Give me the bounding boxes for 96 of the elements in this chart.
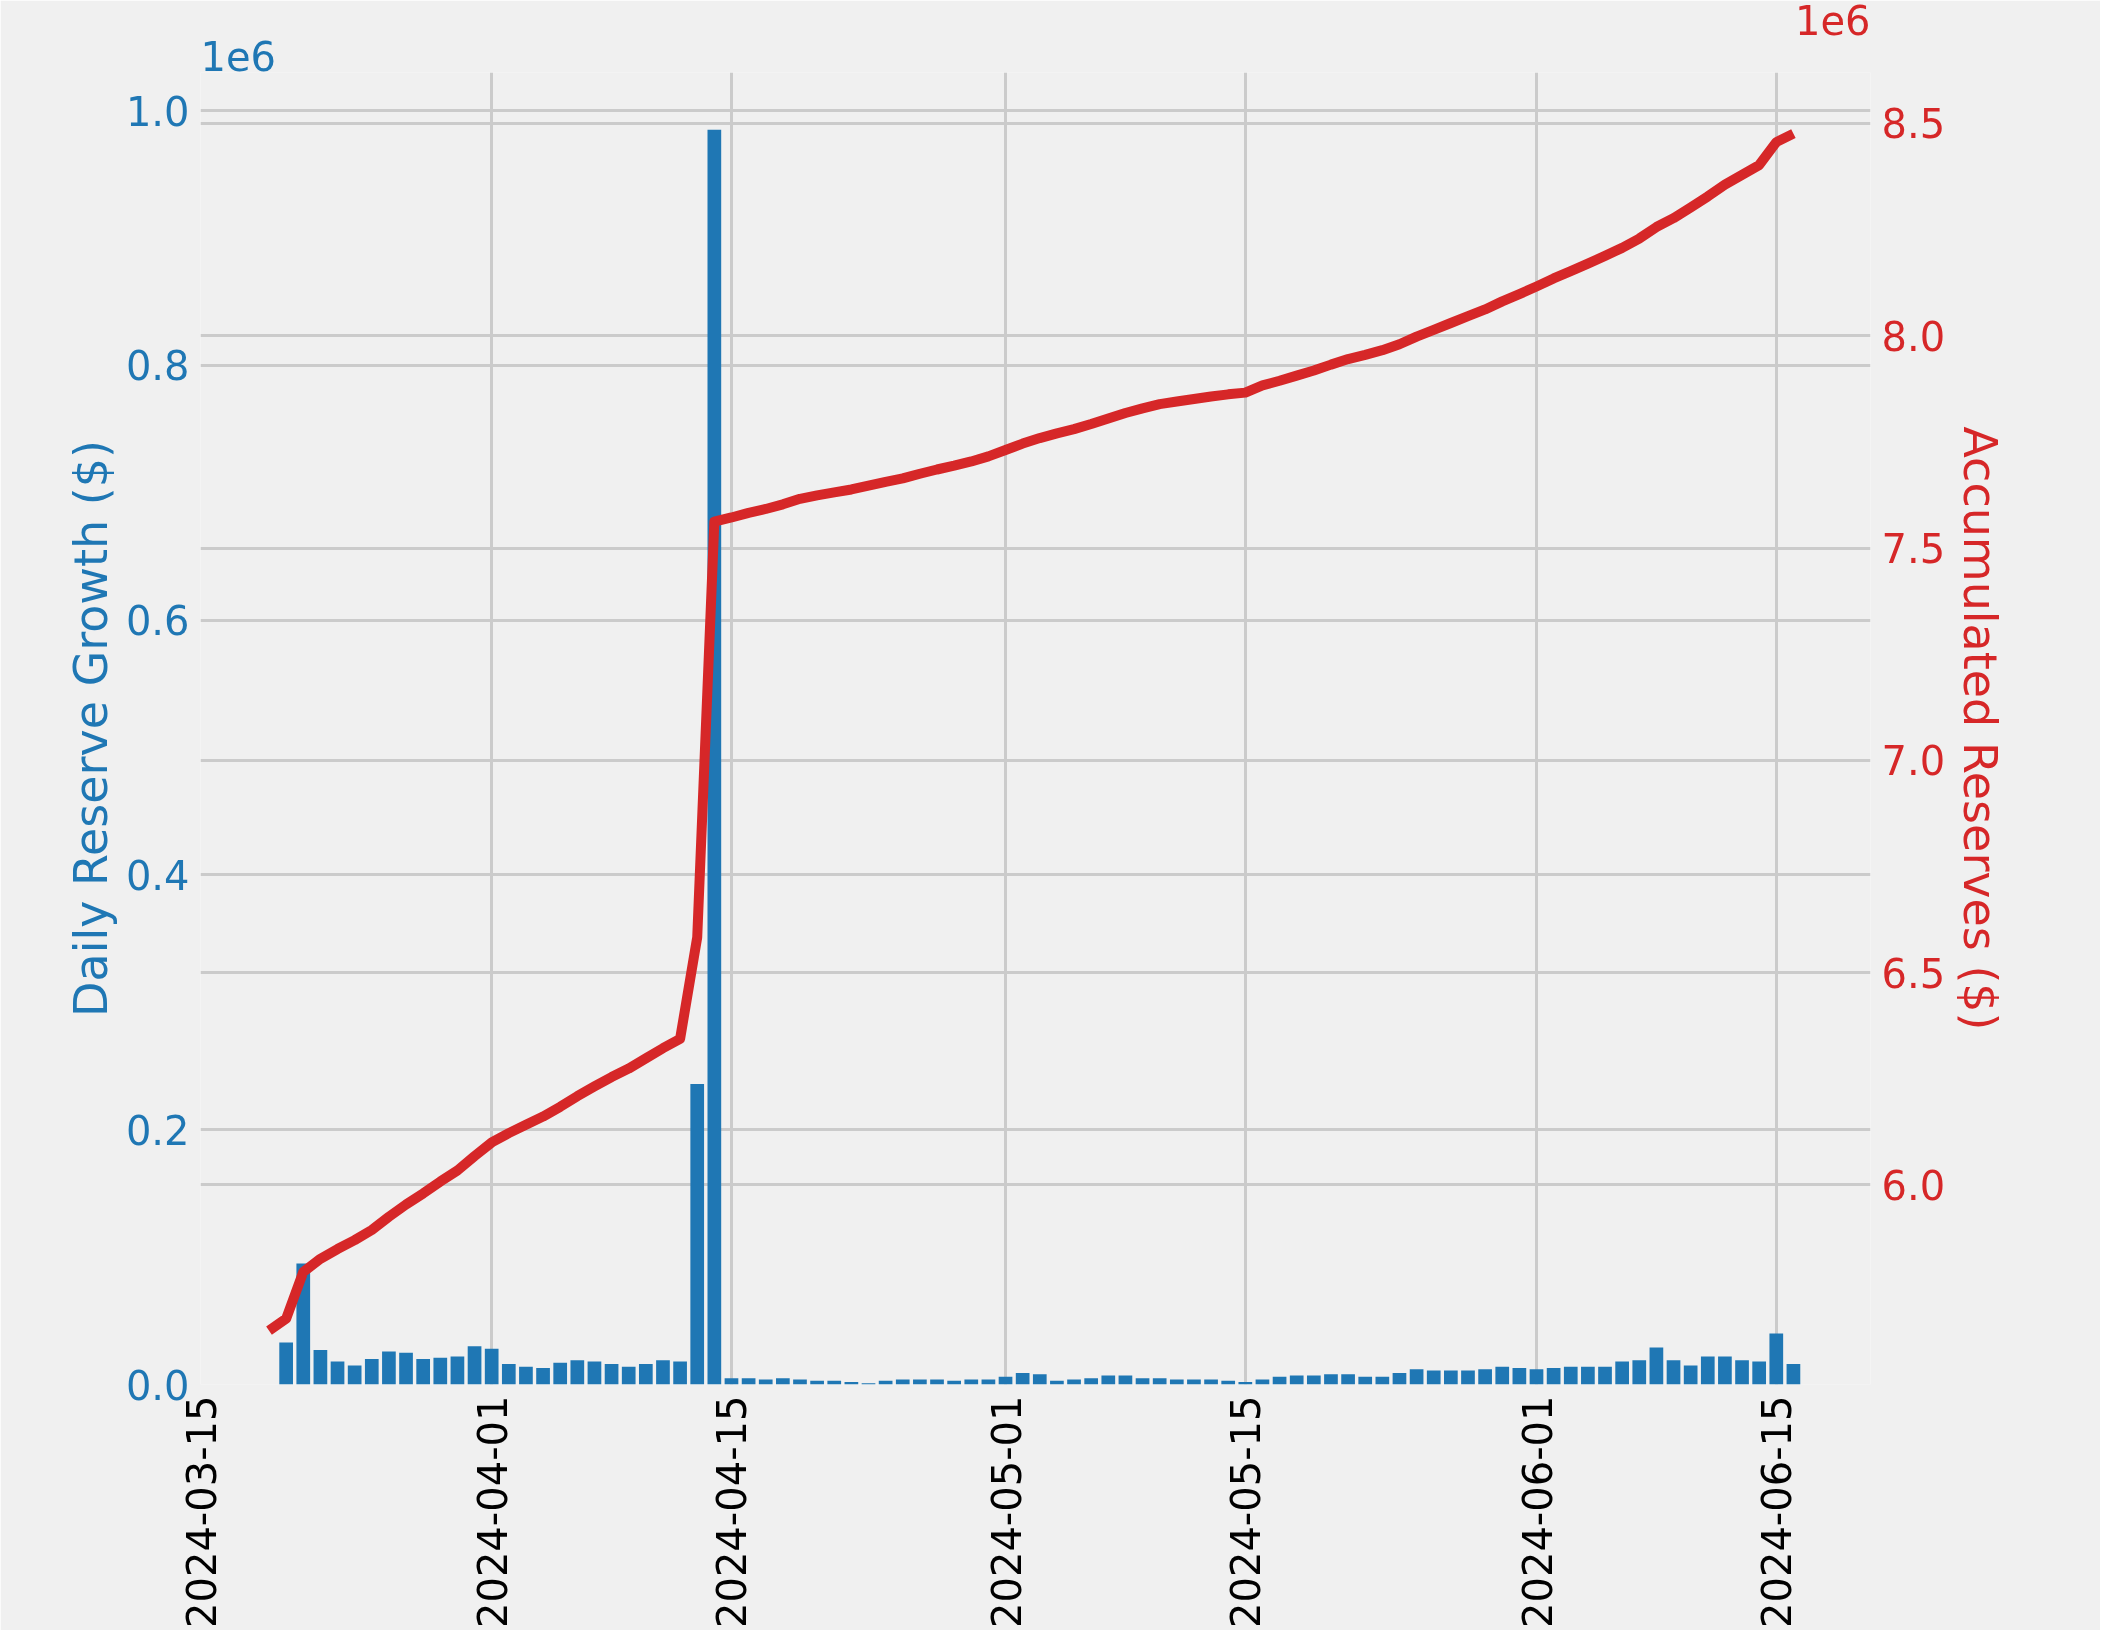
bar bbox=[1341, 1374, 1355, 1385]
bar bbox=[536, 1367, 550, 1385]
bar bbox=[1546, 1367, 1561, 1385]
bar bbox=[1529, 1369, 1544, 1385]
bar bbox=[416, 1359, 431, 1385]
y2-tick-label: 8.0 bbox=[1881, 313, 1946, 360]
bar bbox=[433, 1357, 448, 1385]
bar bbox=[656, 1360, 670, 1385]
bar bbox=[1426, 1370, 1441, 1385]
bar bbox=[1632, 1360, 1647, 1385]
bar bbox=[1581, 1366, 1595, 1385]
bar bbox=[1649, 1347, 1664, 1385]
bar bbox=[1700, 1356, 1715, 1385]
bar bbox=[501, 1364, 516, 1385]
bar bbox=[1718, 1356, 1732, 1385]
y2-tick-label: 8.5 bbox=[1881, 101, 1946, 148]
y2-tick-label: 7.0 bbox=[1881, 738, 1946, 785]
y2-tick-label: 6.5 bbox=[1881, 950, 1946, 997]
bar bbox=[1015, 1373, 1030, 1385]
bar bbox=[741, 1378, 756, 1385]
bar bbox=[1683, 1365, 1698, 1385]
bar bbox=[758, 1379, 773, 1385]
bar bbox=[621, 1366, 636, 1385]
bar bbox=[1615, 1361, 1629, 1385]
bar bbox=[930, 1379, 944, 1385]
bar bbox=[1135, 1378, 1150, 1385]
bar bbox=[1306, 1375, 1321, 1385]
y-tick-label: 0.4 bbox=[125, 852, 190, 899]
bar bbox=[1289, 1375, 1304, 1385]
bar bbox=[638, 1364, 653, 1385]
bar bbox=[1563, 1366, 1578, 1385]
annotation: 1e6 bbox=[200, 33, 277, 80]
bar bbox=[724, 1378, 739, 1385]
bar bbox=[1101, 1375, 1116, 1385]
x-tick-label: 2024-06-15 bbox=[1754, 1395, 1801, 1628]
bar bbox=[450, 1356, 465, 1385]
bar bbox=[1204, 1379, 1218, 1385]
bar bbox=[793, 1379, 807, 1385]
y-tick-label: 0.6 bbox=[125, 598, 190, 645]
bar bbox=[1444, 1370, 1458, 1385]
bar bbox=[1461, 1370, 1475, 1385]
x-tick-label: 2024-06-01 bbox=[1514, 1395, 1561, 1628]
bar bbox=[1786, 1364, 1801, 1385]
bar bbox=[964, 1379, 979, 1385]
bar bbox=[1666, 1360, 1681, 1385]
bar bbox=[981, 1379, 996, 1385]
bar bbox=[1358, 1376, 1373, 1385]
bar bbox=[1375, 1376, 1390, 1385]
bar bbox=[1187, 1379, 1201, 1385]
bar bbox=[382, 1351, 396, 1385]
bar bbox=[913, 1379, 927, 1385]
text: 1e6 bbox=[1794, 0, 1871, 44]
bar bbox=[279, 1342, 293, 1385]
bar bbox=[570, 1360, 585, 1385]
bar bbox=[1255, 1379, 1270, 1385]
bar bbox=[330, 1361, 345, 1385]
bar bbox=[1032, 1374, 1047, 1385]
bar bbox=[673, 1361, 687, 1385]
y-tick-label: 0.2 bbox=[125, 1107, 190, 1154]
y-axis-title: Daily Reserve Growth ($) bbox=[63, 440, 118, 1017]
bar bbox=[1752, 1361, 1767, 1385]
bar bbox=[1769, 1333, 1784, 1385]
bar bbox=[553, 1362, 568, 1385]
x-tick-label: 2024-05-01 bbox=[983, 1395, 1030, 1628]
bar bbox=[776, 1378, 790, 1385]
bar bbox=[1084, 1378, 1099, 1385]
bar bbox=[1067, 1379, 1081, 1385]
x-tick-label: 2024-04-01 bbox=[469, 1395, 516, 1628]
bar bbox=[484, 1348, 499, 1385]
bar bbox=[1409, 1369, 1424, 1385]
bar bbox=[1598, 1366, 1612, 1385]
x-tick-label: 2024-04-15 bbox=[709, 1395, 756, 1628]
y-tick-label: 1.0 bbox=[125, 88, 190, 135]
bar bbox=[1495, 1366, 1510, 1385]
bar bbox=[1152, 1378, 1167, 1385]
bar bbox=[364, 1359, 379, 1385]
bar bbox=[399, 1352, 413, 1385]
bar bbox=[519, 1366, 533, 1385]
y2-tick-label: 7.5 bbox=[1881, 526, 1946, 573]
y2-tick-label: 6.0 bbox=[1881, 1162, 1946, 1209]
bar bbox=[313, 1350, 328, 1385]
bar bbox=[895, 1379, 910, 1385]
bar bbox=[1392, 1373, 1407, 1385]
bar bbox=[1478, 1369, 1492, 1385]
y-tick-label: 0.8 bbox=[125, 343, 190, 390]
bar bbox=[1735, 1360, 1749, 1385]
bar bbox=[467, 1346, 482, 1385]
bar bbox=[1169, 1379, 1184, 1385]
bar bbox=[604, 1364, 619, 1385]
bar bbox=[690, 1083, 705, 1385]
bar bbox=[347, 1365, 362, 1385]
bar bbox=[1324, 1374, 1338, 1385]
bar bbox=[587, 1361, 602, 1385]
x-tick-label: 2024-05-15 bbox=[1223, 1395, 1270, 1628]
y2-axis-title: Accumulated Reserves ($) bbox=[1953, 426, 2008, 1031]
bar bbox=[1512, 1367, 1527, 1385]
